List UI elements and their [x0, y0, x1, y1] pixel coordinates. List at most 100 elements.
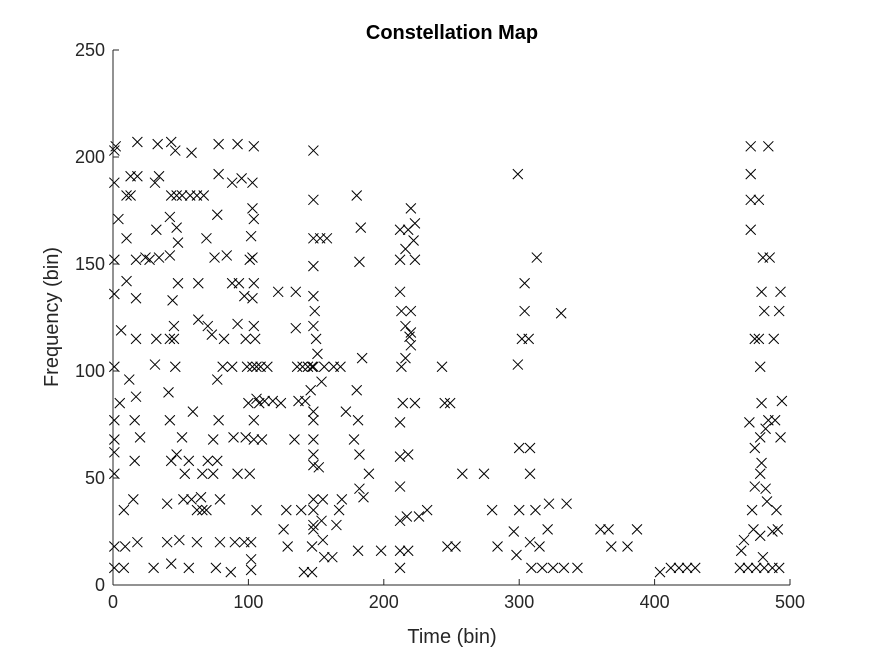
scatter-point — [168, 333, 180, 345]
scatter-point — [109, 414, 120, 426]
scatter-point — [130, 333, 142, 345]
scatter-point — [198, 190, 210, 201]
scatter-point — [754, 468, 766, 480]
scatter-point — [245, 553, 257, 565]
scatter-point — [316, 376, 327, 388]
scatter-point — [233, 277, 245, 289]
scatter-point — [243, 397, 254, 409]
scatter-point — [333, 504, 345, 516]
scatter-point — [442, 541, 453, 552]
scatter-point — [109, 145, 120, 156]
scatter-point — [308, 494, 319, 505]
y-axis-label: Frequency (bin) — [41, 247, 63, 387]
scatter-point — [773, 562, 785, 574]
scatter-point — [150, 224, 162, 236]
scatter-point — [745, 224, 757, 236]
scatter-point — [396, 305, 407, 317]
scatter-point — [217, 361, 229, 373]
scatter-point — [436, 361, 448, 373]
scatter-point — [109, 562, 120, 574]
y-tick-label: 50 — [85, 468, 105, 488]
scatter-point — [214, 536, 226, 548]
scatter-point — [248, 213, 260, 225]
scatter-point — [681, 562, 693, 574]
scatter-point — [340, 406, 352, 418]
y-tick-label: 100 — [75, 361, 105, 381]
scatter-point — [308, 519, 319, 531]
x-tick-label: 500 — [775, 592, 805, 612]
scatter-point — [405, 203, 417, 214]
scatter-point — [305, 384, 317, 396]
x-tick-label: 300 — [504, 592, 534, 612]
scatter-point — [248, 140, 260, 152]
scatter-point — [317, 534, 329, 546]
scatter-point — [144, 254, 155, 266]
scatter-point — [401, 511, 413, 522]
scatter-point — [164, 333, 176, 345]
scatter-point — [134, 431, 146, 443]
scatter-point — [308, 459, 319, 471]
scatter-point — [240, 431, 252, 443]
scatter-point — [689, 562, 701, 574]
scatter-point — [308, 361, 319, 373]
scatter-point — [356, 352, 368, 364]
scatter-point — [310, 333, 322, 345]
scatter-point — [232, 138, 243, 150]
scatter-point — [192, 314, 204, 325]
scatter-point — [394, 254, 406, 266]
scatter-point — [405, 305, 417, 317]
axes — [112, 50, 790, 586]
scatter-point — [308, 406, 319, 418]
scatter-point — [318, 361, 330, 373]
x-axis-label: Time (bin) — [407, 626, 496, 648]
scatter-point — [213, 414, 224, 426]
scatter-point — [306, 361, 318, 373]
scatter-point — [171, 222, 182, 233]
scatter-point — [352, 414, 364, 426]
scatter-point — [738, 534, 750, 546]
scatter-point — [245, 564, 257, 576]
scatter-point — [394, 515, 406, 527]
scatter-point — [654, 566, 666, 578]
scatter-point — [530, 504, 541, 516]
scatter-point — [247, 361, 258, 373]
scatter-point — [248, 414, 260, 426]
scatter-point — [291, 361, 303, 373]
scatter-point — [308, 434, 319, 445]
scatter-point — [183, 455, 195, 467]
scatter-point — [745, 140, 757, 152]
scatter-point — [745, 194, 757, 206]
scatter-point — [129, 455, 141, 467]
scatter-point — [486, 504, 498, 516]
scatter-point — [165, 455, 177, 467]
scatter-point — [214, 494, 226, 505]
scatter-point — [394, 417, 406, 428]
scatter-point — [749, 333, 761, 345]
scatter-point — [176, 190, 188, 201]
scatter-point — [756, 457, 767, 469]
scatter-point — [605, 541, 617, 552]
scatter-point — [306, 566, 318, 578]
scatter-point — [513, 442, 525, 454]
scatter-point — [171, 190, 182, 201]
scatter-point — [169, 145, 181, 156]
scatter-point — [247, 292, 258, 304]
scatter-point — [321, 232, 333, 244]
scatter-point — [191, 536, 203, 548]
scatter-point — [519, 277, 530, 289]
scatter-point — [153, 170, 165, 182]
scatter-point — [673, 562, 685, 574]
scatter-point — [402, 449, 414, 460]
scatter-point — [149, 177, 161, 189]
x-axis-ticks: 0 100 200 300 400 500 — [108, 579, 805, 612]
scatter-point — [211, 455, 223, 467]
scatter-point — [331, 519, 342, 531]
scatter-point — [207, 434, 219, 445]
chart-title: Constellation Map — [366, 22, 538, 44]
scatter-point — [109, 541, 120, 552]
scatter-point — [148, 562, 159, 574]
scatter-point — [421, 504, 433, 516]
scatter-point — [248, 277, 260, 289]
scatter-point — [197, 504, 208, 516]
scatter-point — [336, 494, 348, 505]
